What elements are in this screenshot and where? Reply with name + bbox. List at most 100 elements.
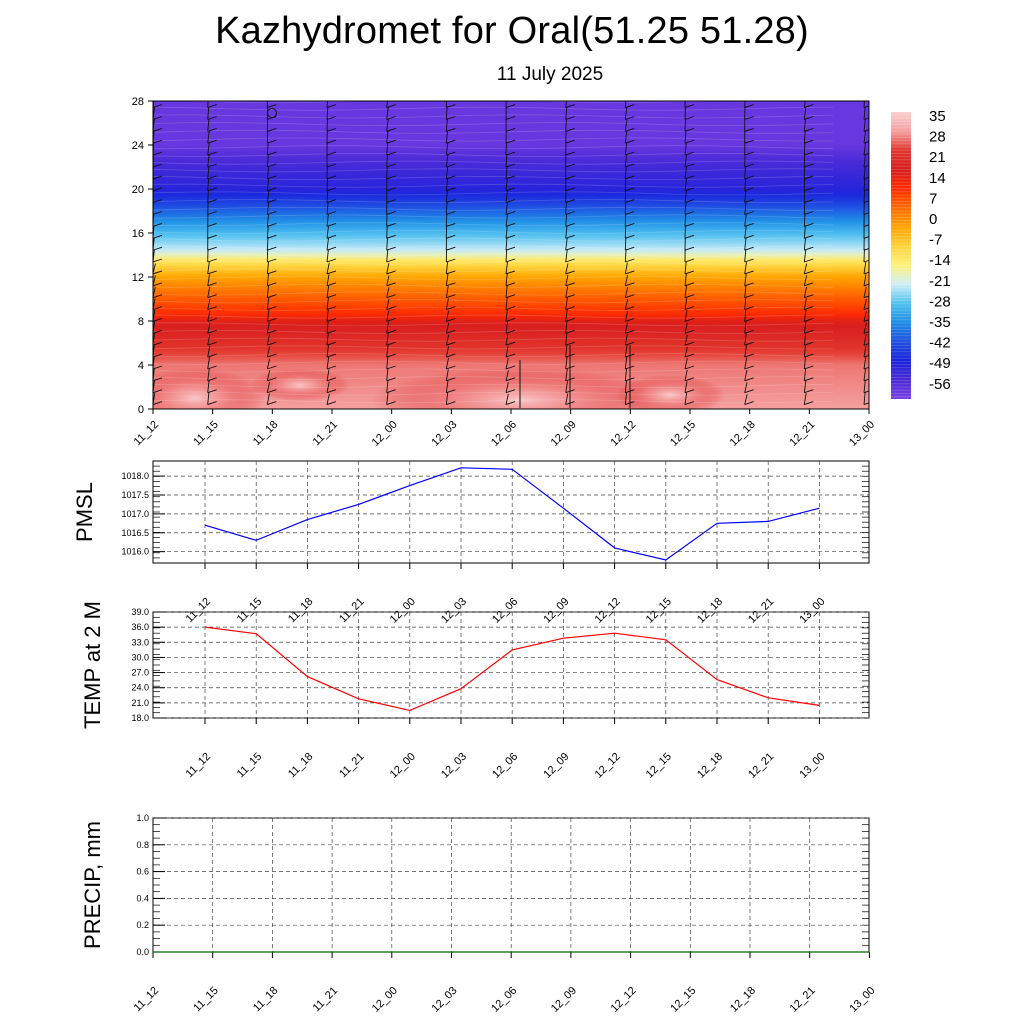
colorbar-label: -35 bbox=[929, 314, 951, 331]
wind-barb bbox=[684, 334, 695, 346]
wind-barb bbox=[505, 106, 516, 120]
wind-barb bbox=[326, 332, 337, 346]
wind-barb bbox=[684, 225, 695, 239]
y-tick-label: 36.0 bbox=[131, 622, 149, 632]
wind-barb bbox=[803, 275, 814, 287]
wind-barb bbox=[505, 358, 516, 370]
wind-barb bbox=[803, 392, 814, 406]
x-tick-label: 12_15 bbox=[644, 751, 674, 781]
wind-barb bbox=[266, 142, 277, 156]
plot-frame bbox=[152, 611, 870, 719]
wind-barb bbox=[803, 237, 814, 251]
wind-barb bbox=[326, 344, 337, 358]
wind-barb bbox=[565, 249, 575, 263]
x-tick-label: 12_00 bbox=[370, 419, 400, 449]
wind-barb bbox=[207, 368, 217, 382]
wind-barb bbox=[624, 177, 635, 192]
cross-section-field bbox=[153, 101, 869, 409]
isotherm-line bbox=[153, 152, 834, 157]
wind-barb bbox=[744, 202, 754, 215]
wind-barb bbox=[684, 178, 695, 192]
isotherm-line bbox=[153, 145, 834, 150]
wind-barb bbox=[565, 201, 575, 215]
x-tick-label: 12_12 bbox=[608, 419, 638, 449]
wind-barb bbox=[803, 356, 814, 370]
wind-barb bbox=[207, 248, 217, 263]
wind-barb bbox=[207, 345, 217, 358]
wind-barb bbox=[207, 142, 217, 156]
isotherm-line bbox=[153, 360, 834, 365]
wind-barb bbox=[684, 190, 695, 204]
wind-barb bbox=[565, 332, 575, 346]
isotherm-line bbox=[153, 101, 722, 104]
wind-barb bbox=[207, 225, 217, 239]
x-tick-label: 13_00 bbox=[847, 985, 877, 1015]
wind-barb bbox=[445, 154, 456, 168]
series-line bbox=[204, 626, 820, 712]
wind-barb bbox=[565, 286, 575, 299]
y-tick-label: 24.0 bbox=[131, 683, 149, 693]
y-tick-label: 30.0 bbox=[131, 652, 149, 662]
wind-barb bbox=[386, 201, 396, 215]
wind-barb bbox=[445, 346, 456, 358]
wind-barb bbox=[803, 118, 814, 132]
wind-barb bbox=[803, 225, 814, 239]
wind-barb bbox=[266, 237, 277, 251]
calm-wind-marker bbox=[267, 108, 277, 118]
wind-barb bbox=[207, 392, 217, 406]
wind-barb bbox=[744, 153, 754, 168]
series-line bbox=[204, 467, 820, 561]
wind-barb bbox=[386, 263, 396, 275]
wind-barb bbox=[266, 101, 277, 109]
wind-barb bbox=[684, 273, 695, 287]
wind-barb bbox=[326, 201, 337, 215]
wind-barb bbox=[386, 130, 396, 144]
wind-barb bbox=[326, 130, 337, 144]
colorbar-label: -7 bbox=[929, 232, 942, 249]
wind-barb bbox=[803, 130, 814, 144]
wind-barb bbox=[505, 345, 516, 358]
wind-barb bbox=[744, 106, 754, 120]
wind-barb bbox=[505, 101, 516, 109]
y-tick-label: 1016.0 bbox=[121, 547, 149, 557]
wind-barb bbox=[207, 334, 217, 346]
wind-barb bbox=[505, 370, 516, 382]
x-tick-label: 12_03 bbox=[430, 985, 460, 1015]
isotherm-line bbox=[153, 291, 834, 296]
y-tick-label: 1016.5 bbox=[121, 528, 149, 538]
wind-barb bbox=[624, 201, 635, 215]
wind-barb bbox=[326, 249, 337, 263]
wind-barb bbox=[744, 226, 754, 239]
wind-barb bbox=[445, 334, 456, 346]
isotherm-line bbox=[153, 283, 834, 288]
wind-barb bbox=[803, 368, 814, 382]
wind-barb bbox=[744, 333, 754, 346]
x-tick-label: 12_09 bbox=[541, 596, 571, 626]
wind-barb bbox=[505, 261, 516, 275]
x-tick-label: 12_06 bbox=[490, 596, 520, 626]
wind-barb bbox=[445, 142, 456, 156]
x-tick-label: 11_12 bbox=[184, 751, 214, 781]
isotherm-line bbox=[153, 306, 834, 311]
wind-barb bbox=[744, 165, 754, 180]
wind-barb bbox=[326, 226, 337, 239]
wind-barb bbox=[445, 236, 456, 251]
y-tick-label: 24 bbox=[132, 140, 144, 152]
wind-barb bbox=[803, 344, 814, 358]
wind-barb bbox=[803, 286, 814, 299]
x-tick-label: 13_00 bbox=[797, 751, 827, 781]
wind-barb bbox=[386, 344, 396, 358]
wind-barb bbox=[386, 107, 396, 120]
y-tick-label: 18.0 bbox=[131, 713, 149, 723]
wind-barb bbox=[624, 213, 635, 227]
wind-barb bbox=[326, 106, 337, 120]
wind-barb bbox=[803, 380, 814, 394]
wind-barb bbox=[207, 236, 217, 251]
wind-barb bbox=[445, 273, 456, 287]
wind-barb bbox=[803, 298, 814, 311]
wind-barb bbox=[505, 382, 516, 394]
wind-barb bbox=[744, 273, 754, 287]
x-tick-label: 12_00 bbox=[388, 596, 418, 626]
warm-core bbox=[615, 375, 725, 409]
